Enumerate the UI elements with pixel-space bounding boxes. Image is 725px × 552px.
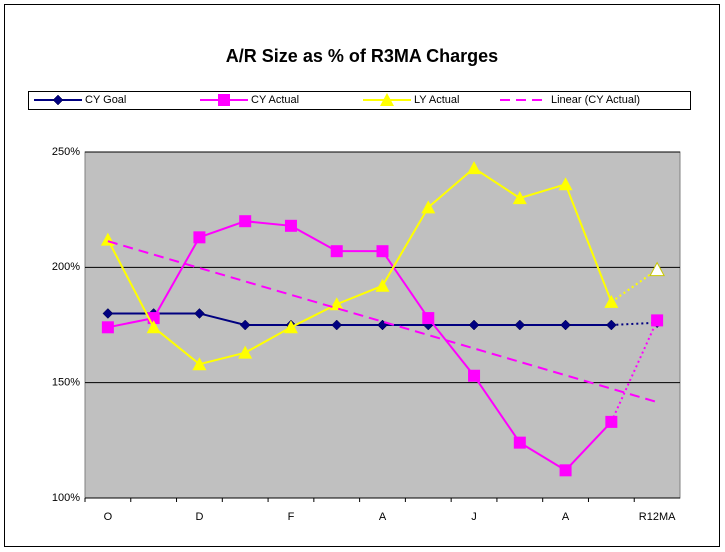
- series-line: [107, 220, 613, 472]
- x-tick-label: F: [288, 511, 295, 523]
- x-tick-label: A: [379, 511, 387, 523]
- point: [239, 319, 251, 331]
- point: [605, 415, 618, 428]
- y-tick-label: 200%: [52, 261, 80, 273]
- y-tick-label: 150%: [52, 377, 80, 389]
- point: [376, 245, 389, 258]
- point: [605, 319, 617, 331]
- point: [146, 320, 161, 334]
- x-tick-label: A: [562, 511, 570, 523]
- point: [329, 297, 344, 311]
- x-tick-label: D: [195, 511, 203, 523]
- point: [513, 436, 526, 449]
- point: [649, 261, 665, 277]
- point: [468, 369, 481, 382]
- series-line-dotted: [610, 319, 659, 423]
- series-line: [106, 166, 613, 366]
- x-tick-label: R12MA: [639, 511, 676, 523]
- x-tick-label: J: [471, 511, 477, 523]
- series-line-dotted: [610, 268, 658, 303]
- point: [375, 278, 390, 292]
- point: [193, 231, 206, 244]
- point: [192, 357, 207, 371]
- point: [468, 319, 480, 331]
- x-tick-label: O: [104, 511, 113, 523]
- point: [194, 308, 205, 319]
- point: [330, 245, 343, 258]
- point: [651, 314, 664, 327]
- point: [514, 319, 526, 331]
- legend-label: CY Actual: [251, 94, 299, 106]
- point: [559, 464, 572, 477]
- point: [284, 219, 297, 232]
- point: [238, 345, 253, 359]
- point: [422, 312, 435, 325]
- point: [101, 321, 114, 334]
- point: [331, 319, 343, 331]
- point: [283, 320, 298, 334]
- point: [512, 191, 527, 205]
- y-tick-label: 250%: [52, 146, 80, 158]
- point: [558, 177, 573, 191]
- point: [239, 215, 252, 228]
- legend-label: Linear (CY Actual): [551, 94, 640, 106]
- point: [52, 94, 64, 106]
- point: [380, 93, 394, 106]
- point: [102, 308, 114, 319]
- point: [218, 94, 230, 106]
- point: [560, 319, 571, 331]
- point: [421, 200, 436, 214]
- point: [467, 161, 482, 175]
- legend-label: LY Actual: [414, 94, 459, 106]
- y-tick-label: 100%: [52, 492, 80, 504]
- chart-title: A/R Size as % of R3MA Charges: [226, 46, 498, 66]
- legend-label: CY Goal: [85, 94, 126, 106]
- point: [604, 294, 619, 308]
- series-line: [107, 312, 612, 326]
- legend-box: [28, 91, 691, 110]
